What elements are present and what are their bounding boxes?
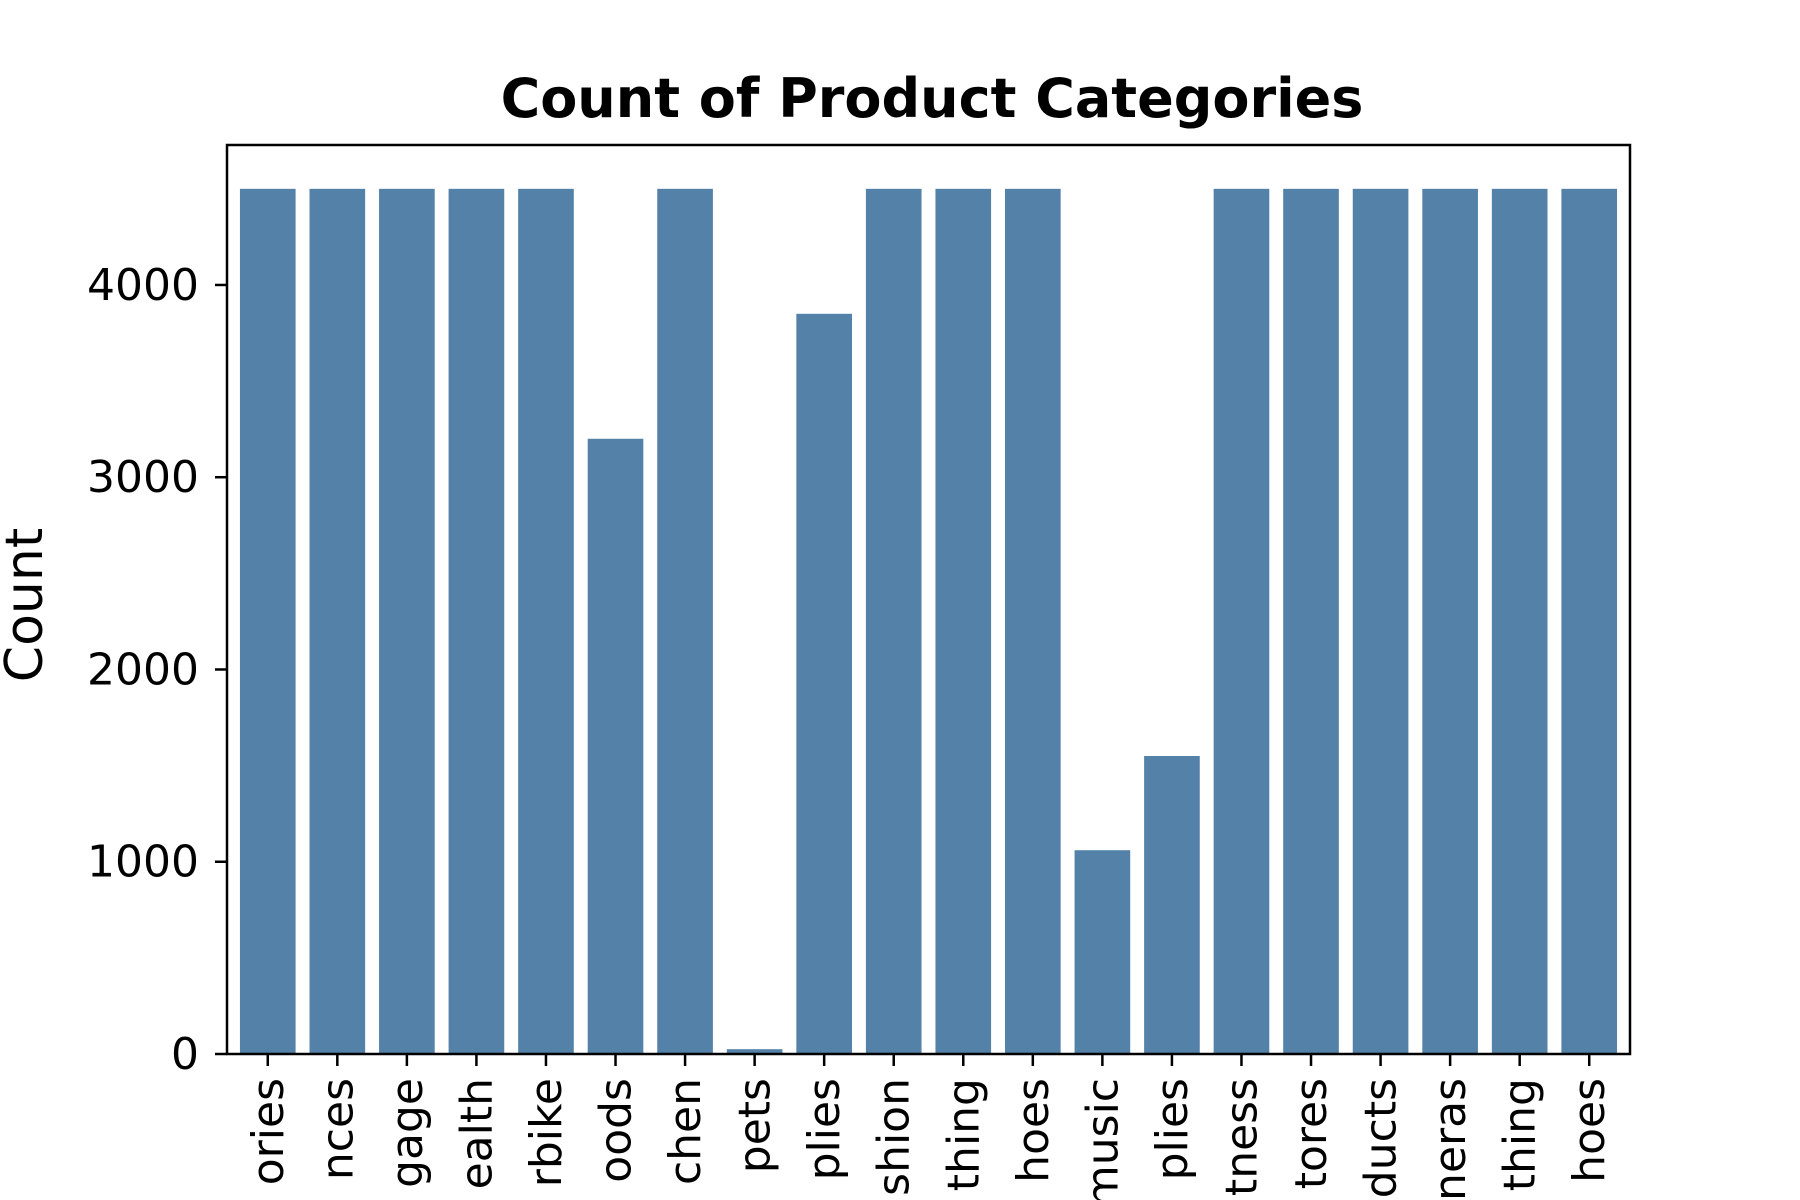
x-tick-label: plies bbox=[799, 1078, 850, 1180]
bar bbox=[1491, 188, 1548, 1055]
y-tick-label: 3000 bbox=[87, 452, 199, 503]
bar bbox=[448, 188, 505, 1055]
x-tick-label: ealth bbox=[451, 1078, 502, 1189]
x-tick-label: ducts bbox=[1356, 1078, 1407, 1198]
bar bbox=[239, 188, 296, 1055]
bar bbox=[1005, 188, 1061, 1055]
x-tick-label: nces bbox=[312, 1078, 363, 1180]
x-tick-label: tness bbox=[1216, 1078, 1267, 1196]
bar bbox=[587, 438, 644, 1054]
bar bbox=[1352, 188, 1409, 1055]
x-tick-label: thing bbox=[1495, 1078, 1546, 1191]
y-tick-label: 0 bbox=[171, 1029, 199, 1080]
x-tick-label: pets bbox=[730, 1078, 781, 1173]
y-axis-ticks: 0 1000 2000 3000 4000 bbox=[87, 260, 227, 1080]
x-axis-ticks: ories nces gage ealth rbike oods chen pets plies… bbox=[243, 1054, 1615, 1200]
bar bbox=[865, 188, 922, 1055]
x-tick-label: hoes bbox=[1008, 1078, 1059, 1183]
x-tick-label: chen bbox=[660, 1078, 711, 1185]
bar bbox=[1283, 188, 1339, 1055]
bar bbox=[796, 313, 852, 1054]
bars-group bbox=[239, 188, 1618, 1055]
x-tick-label: shion bbox=[869, 1078, 920, 1196]
plot-area-frame bbox=[225, 143, 1632, 1056]
bar bbox=[935, 188, 992, 1055]
bar bbox=[1074, 850, 1131, 1054]
x-tick-label: rbike bbox=[521, 1078, 572, 1187]
x-tick-label: ories bbox=[243, 1078, 294, 1185]
bar bbox=[309, 188, 366, 1055]
bar bbox=[1422, 188, 1478, 1055]
x-tick-label: thing bbox=[938, 1078, 989, 1191]
y-axis-label: Count bbox=[0, 528, 55, 682]
bar bbox=[518, 188, 574, 1055]
bar bbox=[657, 188, 713, 1055]
y-tick-label: 2000 bbox=[87, 644, 199, 695]
bar bbox=[379, 188, 435, 1055]
y-tick-label: 1000 bbox=[87, 837, 199, 888]
x-tick-label: tores bbox=[1286, 1078, 1337, 1189]
bar bbox=[726, 1049, 783, 1054]
bar bbox=[1144, 756, 1200, 1054]
bar bbox=[1561, 188, 1618, 1055]
x-tick-label: oods bbox=[591, 1078, 642, 1183]
x-tick-label: music bbox=[1077, 1078, 1128, 1200]
y-tick-label: 4000 bbox=[87, 260, 199, 311]
bar bbox=[1213, 188, 1270, 1055]
chart-title: Count of Product Categories bbox=[501, 67, 1364, 130]
x-tick-label: plies bbox=[1147, 1078, 1198, 1180]
x-tick-label: gage bbox=[382, 1078, 433, 1188]
x-tick-label: hoes bbox=[1564, 1078, 1615, 1183]
x-tick-label: neras bbox=[1425, 1078, 1476, 1200]
